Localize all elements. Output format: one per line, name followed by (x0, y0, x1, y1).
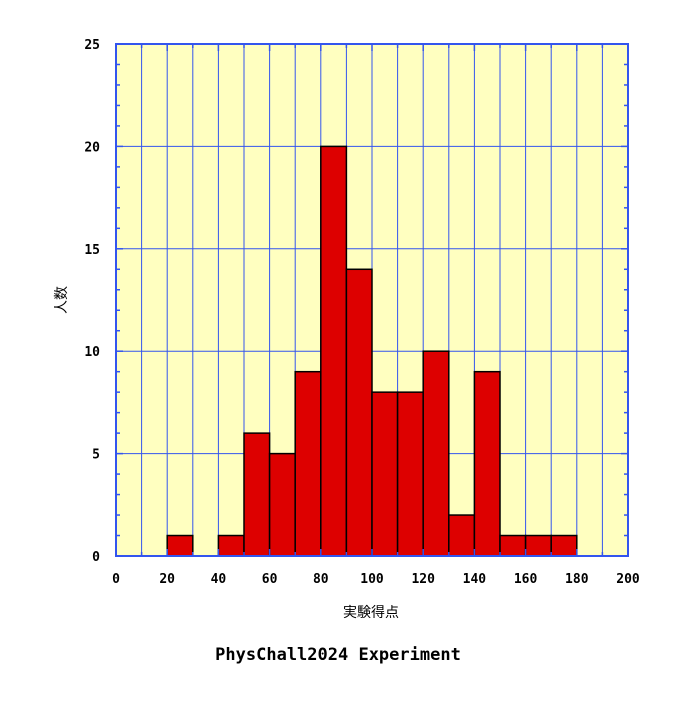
histogram-bar (550, 534, 578, 557)
histogram-bar (320, 145, 348, 557)
x-tick-labels: 0 20 40 60 80 100 120 140 160 180 200 (112, 572, 640, 587)
histogram-bar (217, 534, 245, 557)
histogram-bar (166, 534, 194, 557)
histogram-bar (499, 534, 527, 557)
x-tick-label: 120 (411, 572, 435, 587)
histogram-bar (422, 350, 450, 557)
histogram-bar (243, 432, 271, 557)
histogram-bar (294, 370, 322, 557)
histogram-bar (448, 514, 476, 557)
histogram-bar (371, 391, 399, 557)
x-tick-label: 0 (112, 572, 120, 587)
x-tick-label: 20 (159, 572, 175, 587)
x-tick-label: 140 (463, 572, 487, 587)
y-tick-label: 15 (84, 243, 100, 258)
y-tick-label: 10 (84, 345, 100, 360)
histogram-bar (268, 452, 296, 557)
y-tick-labels: 0 5 10 15 20 25 (84, 38, 100, 565)
x-tick-label: 80 (313, 572, 329, 587)
bars (166, 145, 578, 557)
x-tick-label: 160 (514, 572, 538, 587)
histogram-bar (396, 391, 424, 557)
y-tick-label: 0 (92, 550, 100, 565)
x-tick-label: 180 (565, 572, 589, 587)
histogram-bar (473, 370, 501, 557)
plot-frame (115, 43, 629, 557)
x-tick-label: 200 (616, 572, 640, 587)
x-axis-label: 実験得点 (343, 604, 399, 621)
histogram-bar (345, 268, 373, 557)
x-tick-label: 100 (360, 572, 384, 587)
y-tick-label: 20 (84, 140, 100, 155)
y-axis-label: 人数 (54, 286, 70, 314)
y-tick-label: 25 (84, 38, 100, 53)
x-tick-label: 60 (262, 572, 278, 587)
histogram-bar (524, 534, 552, 557)
x-tick-label: 40 (211, 572, 227, 587)
y-tick-label: 5 (92, 448, 100, 463)
chart-caption: PhysChall2024 Experiment (215, 645, 461, 665)
